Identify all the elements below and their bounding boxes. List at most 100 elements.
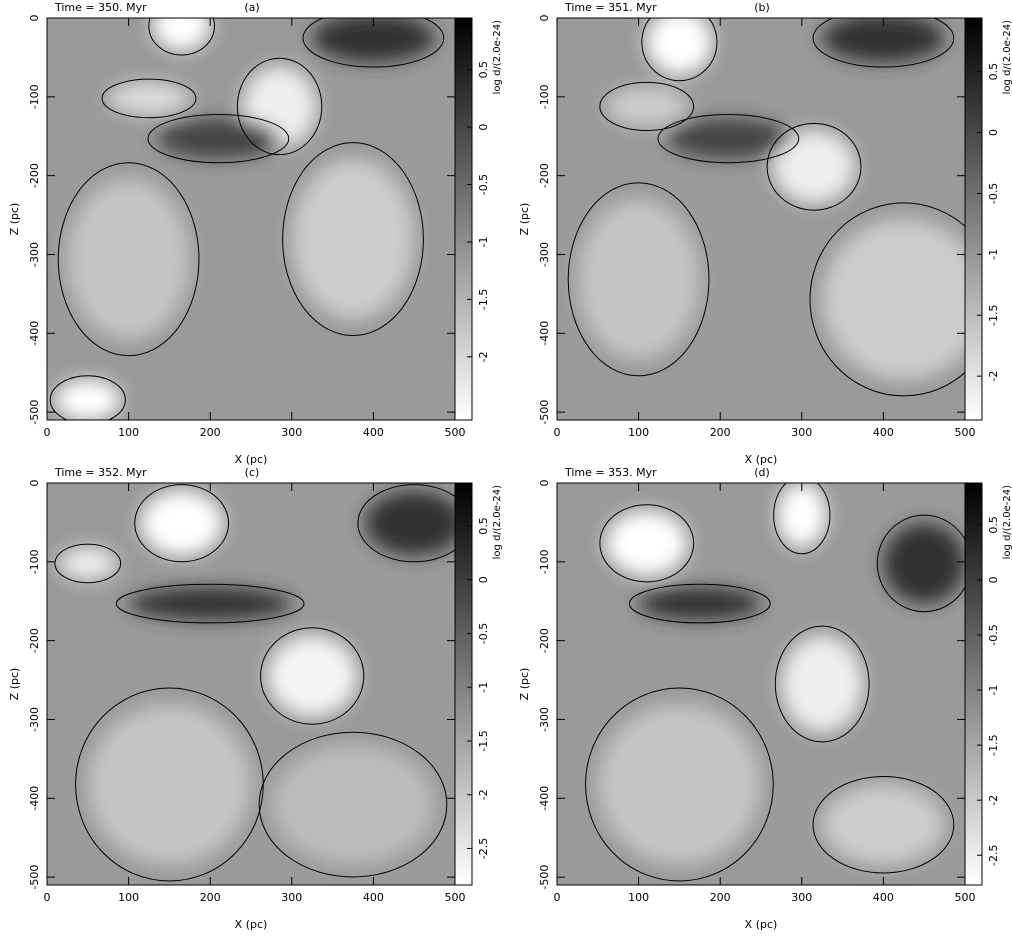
density-blob [638,587,761,620]
x-tick-label: 500 [445,891,466,904]
density-structure [577,18,965,380]
contour [357,484,455,563]
contour [134,484,230,563]
density-blob [646,18,713,75]
density-blob [87,704,252,865]
panel-label: (c) [245,466,260,479]
colorbar-tick-label: 0.5 [987,516,1000,534]
contour [260,627,365,725]
colorbar-tick-label: -1 [477,682,490,693]
x-tick-label: 400 [363,426,384,439]
y-tick-label: -400 [538,321,551,346]
density-blob [597,704,762,865]
colorbar-tick-label: 0 [987,129,1000,136]
colorbar-label: log d/(2.0e-24) [492,485,503,559]
density-blob [667,118,790,159]
x-tick-label: 300 [791,426,812,439]
colorbar-tick-label: 0.5 [987,63,1000,81]
contour [812,18,955,68]
colorbar-tick-label: -1.5 [987,734,1000,755]
colorbar-tick-label: 0 [477,576,490,583]
density-blob [157,118,280,159]
panel-title: Time = 352. Myr [54,466,147,479]
y-tick-label: -500 [28,400,41,425]
y-axis-label: Z (pc) [8,203,21,236]
colorbar-tick-label: -2.5 [987,845,1000,866]
x-tick-label: 0 [44,426,51,439]
y-tick-label: -200 [28,163,41,188]
y-tick-label: -100 [28,549,41,574]
density-blob [153,18,211,51]
y-tick-label: 0 [538,480,551,487]
y-tick-label: 0 [538,15,551,22]
y-tick-label: -500 [538,865,551,890]
density-blob [773,130,855,203]
x-tick-label: 500 [445,426,466,439]
density-map [557,483,965,885]
contour [766,122,862,211]
y-tick-label: -400 [28,786,41,811]
density-blob [67,178,190,340]
x-tick-label: 400 [363,891,384,904]
colorbar-tick-label: -2 [477,789,490,800]
colorbar-tick-label: -1 [987,249,1000,260]
contour [282,142,424,337]
panel-title: Time = 351. Myr [564,1,657,14]
colorbar-tick-label: -2.5 [477,838,490,859]
colorbar-tick-label: 0 [987,576,1000,583]
x-tick-label: 0 [44,891,51,904]
colorbar-tick-label: -0.5 [987,183,1000,204]
y-tick-label: -400 [28,321,41,346]
colorbar [454,17,473,421]
density-map [557,18,965,420]
contour [599,81,695,132]
density-structure [55,18,435,420]
contour [147,113,290,164]
density-blob [271,744,435,865]
panel-label: (a) [244,1,259,14]
contour [585,687,774,882]
colorbar-tick-label: -0.5 [477,174,490,195]
x-tick-label: 100 [628,426,649,439]
x-tick-label: 500 [955,891,976,904]
density-blob [822,219,965,380]
y-tick-label: -300 [28,242,41,267]
density-blob [365,491,455,556]
contour [641,18,718,82]
x-tick-label: 200 [200,426,221,439]
density-blob [291,158,415,320]
density-blob [781,635,863,733]
y-tick-label: -500 [28,865,41,890]
colorbar-tick-label: -1.5 [477,289,490,310]
y-axis-label: Z (pc) [518,203,531,236]
y-axis-label: Z (pc) [8,668,21,701]
density-blob [605,86,688,127]
y-tick-label: 0 [28,480,41,487]
colorbar-tick-label: -1.5 [987,305,1000,326]
contour [302,18,445,68]
x-tick-label: 200 [200,891,221,904]
x-tick-label: 300 [281,891,302,904]
colorbar-tick-label: -2 [987,371,1000,382]
density-blob [128,587,292,620]
colorbar-tick-label: 0.5 [477,517,490,535]
x-tick-label: 400 [873,426,894,439]
colorbar-tick-label: 0 [477,124,490,131]
x-tick-label: 100 [118,891,139,904]
x-tick-label: 300 [281,426,302,439]
density-blob [108,82,190,115]
panel-title: Time = 353. Myr [564,466,657,479]
contour [54,543,122,584]
y-tick-label: -300 [538,707,551,732]
colorbar-tick-label: -1 [477,236,490,247]
x-axis-label: X (pc) [745,918,778,931]
contour [599,504,695,583]
density-structure [597,483,965,865]
y-axis-label: Z (pc) [518,668,531,701]
colorbar-tick-label: -2 [477,351,490,362]
y-tick-label: -300 [538,242,551,267]
contour [236,57,323,156]
density-blob [605,511,688,576]
y-tick-label: -200 [538,628,551,653]
